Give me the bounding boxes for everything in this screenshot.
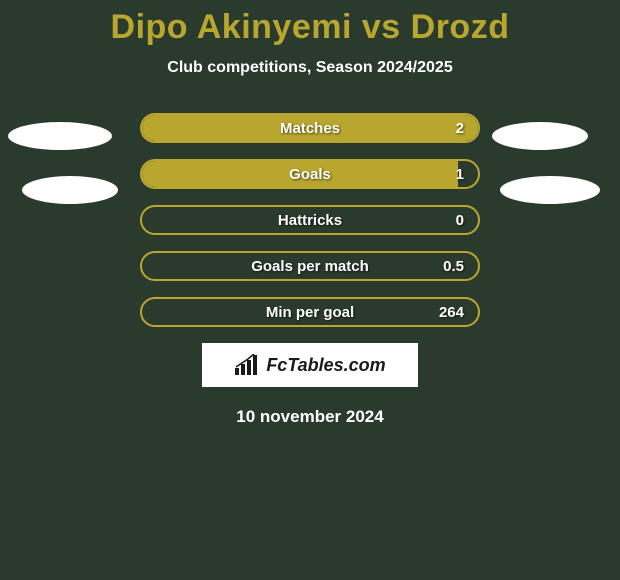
decorative-ellipse	[492, 122, 588, 150]
stat-label: Goals per match	[251, 258, 369, 275]
page-subtitle: Club competitions, Season 2024/2025	[0, 59, 620, 77]
stats-rows-container: Matches 2 Goals 1 Hattricks 0 Goals per match 0…	[140, 113, 480, 327]
stat-label: Matches	[280, 120, 340, 137]
stat-label: Min per goal	[266, 304, 354, 321]
stat-label: Goals	[289, 166, 331, 183]
stat-value: 0	[456, 212, 464, 229]
stat-row: Goals 1	[140, 159, 480, 189]
stat-value: 264	[439, 304, 464, 321]
decorative-ellipse	[8, 122, 112, 150]
stat-label: Hattricks	[278, 212, 342, 229]
brand-logo-box: FcTables.com	[202, 343, 418, 387]
decorative-ellipse	[22, 176, 118, 204]
page-title: Dipo Akinyemi vs Drozd	[0, 0, 620, 53]
snapshot-date: 10 november 2024	[0, 407, 620, 427]
stat-row: Min per goal 264	[140, 297, 480, 327]
chart-bars-icon	[234, 354, 260, 376]
stat-row: Goals per match 0.5	[140, 251, 480, 281]
stat-row: Matches 2	[140, 113, 480, 143]
stat-row: Hattricks 0	[140, 205, 480, 235]
stat-value: 2	[456, 120, 464, 137]
stat-value: 1	[456, 166, 464, 183]
decorative-ellipse	[500, 176, 600, 204]
stat-value: 0.5	[443, 258, 464, 275]
brand-logo-text: FcTables.com	[266, 355, 385, 376]
